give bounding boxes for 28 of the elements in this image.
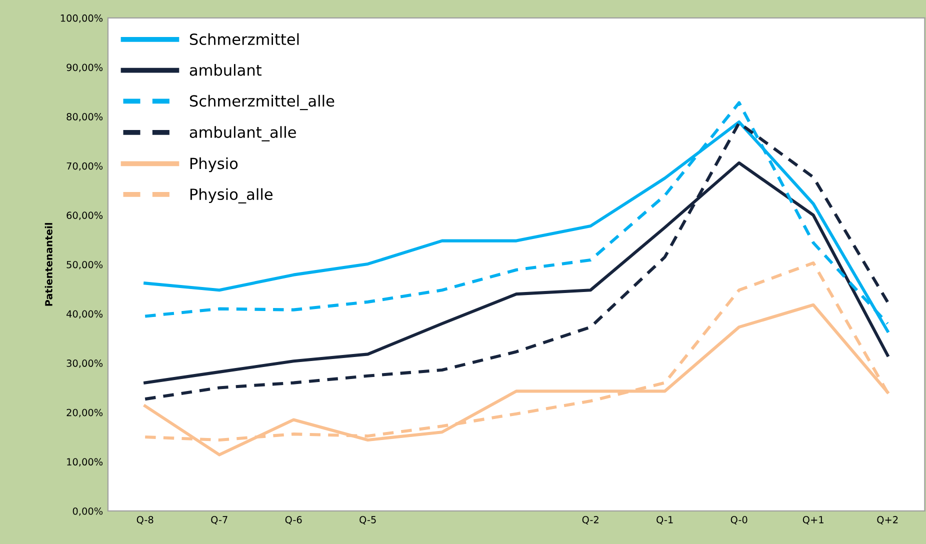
legend-label: ambulant [190,64,262,76]
line-series [144,121,890,401]
y-tick-label: 50,00% [66,260,103,270]
legend-label: Schmerzmittel_alle [190,94,334,110]
y-tick-label: 10,00% [67,458,103,466]
legend-label: Schmerzmittel [190,33,299,46]
y-axis-title: Patientenanteil [44,223,52,306]
y-tick-label: 30,00% [66,360,103,368]
y-tick-label: 70,00% [66,162,103,171]
x-tick-label: Q+2 [877,516,898,524]
x-tick-label: Q-5 [360,516,376,524]
y-tick-label: 20,00% [66,408,103,418]
y-tick-label: 60,00% [66,212,103,220]
y-tick-label: 100,00% [60,14,103,23]
legend-label: ambulant_alle [190,126,296,142]
y-tick-label: 40,00% [66,310,103,319]
y-tick-label: 80,00% [66,113,103,122]
x-tick-label: Q-2 [582,516,598,524]
x-tick-label: Q-8 [136,516,154,524]
y-tick-label: 90,00% [66,64,103,72]
x-tick-label: Q-7 [211,516,228,524]
legend-label: Physio [190,157,238,172]
x-tick-label: Q+1 [802,516,824,524]
y-tick-label: 0,00% [72,507,103,516]
x-tick-label: Q-6 [285,516,302,524]
legend-label: Physio_alle [190,188,273,204]
x-tick-label: Q-1 [656,516,673,524]
x-tick-label: Q-0 [730,516,748,524]
